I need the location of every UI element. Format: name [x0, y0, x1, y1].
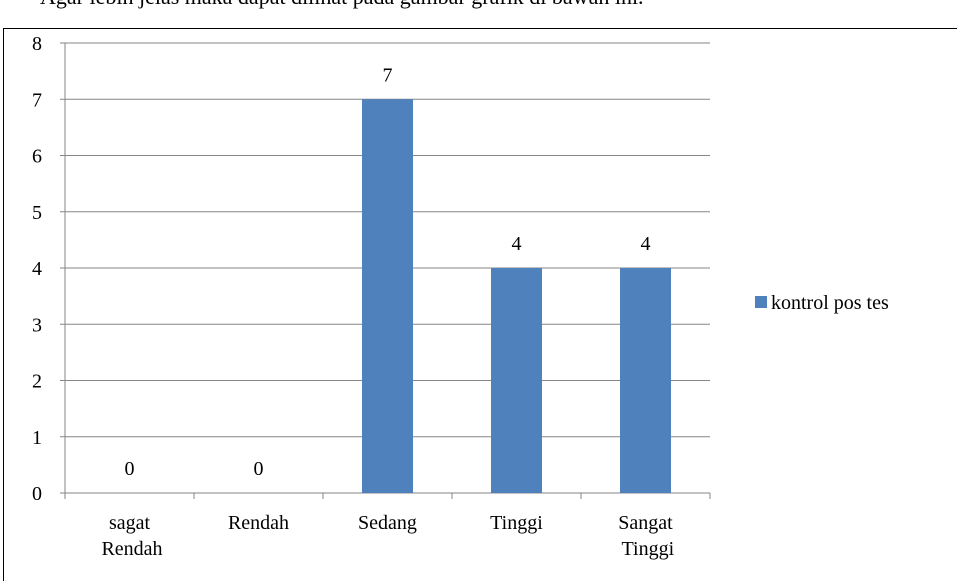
y-tick-label: 1 [32, 427, 42, 449]
data-label: 4 [512, 233, 522, 255]
data-label: 7 [383, 64, 393, 86]
bar [620, 268, 671, 493]
x-tick-label: Rendah [228, 512, 289, 534]
bar [491, 268, 542, 493]
y-tick-label: 5 [32, 202, 42, 224]
y-tick-label: 6 [32, 146, 42, 168]
data-label: 0 [125, 458, 135, 480]
y-tick-label: 7 [32, 89, 42, 111]
x-tick-label: Sedang [358, 512, 417, 534]
y-tick-label: 4 [32, 258, 42, 280]
y-tick-label: 3 [32, 314, 42, 336]
x-tick-label: Tinggi [490, 512, 543, 534]
y-tick-label: 8 [32, 33, 42, 55]
legend-label: kontrol pos tes [771, 292, 889, 314]
bar [362, 99, 413, 493]
chart-border [3, 28, 957, 581]
data-label: 4 [641, 233, 651, 255]
legend-swatch [755, 296, 767, 308]
x-tick-label: Sangat Tinggi [617, 512, 675, 560]
y-tick-label: 2 [32, 371, 42, 393]
y-tick-label: 0 [32, 483, 42, 505]
x-tick-label: sagat Rendah [96, 512, 162, 560]
caption: Agar lebih jelas maka dapat dilihat pada… [40, 0, 644, 9]
data-label: 0 [254, 458, 264, 480]
